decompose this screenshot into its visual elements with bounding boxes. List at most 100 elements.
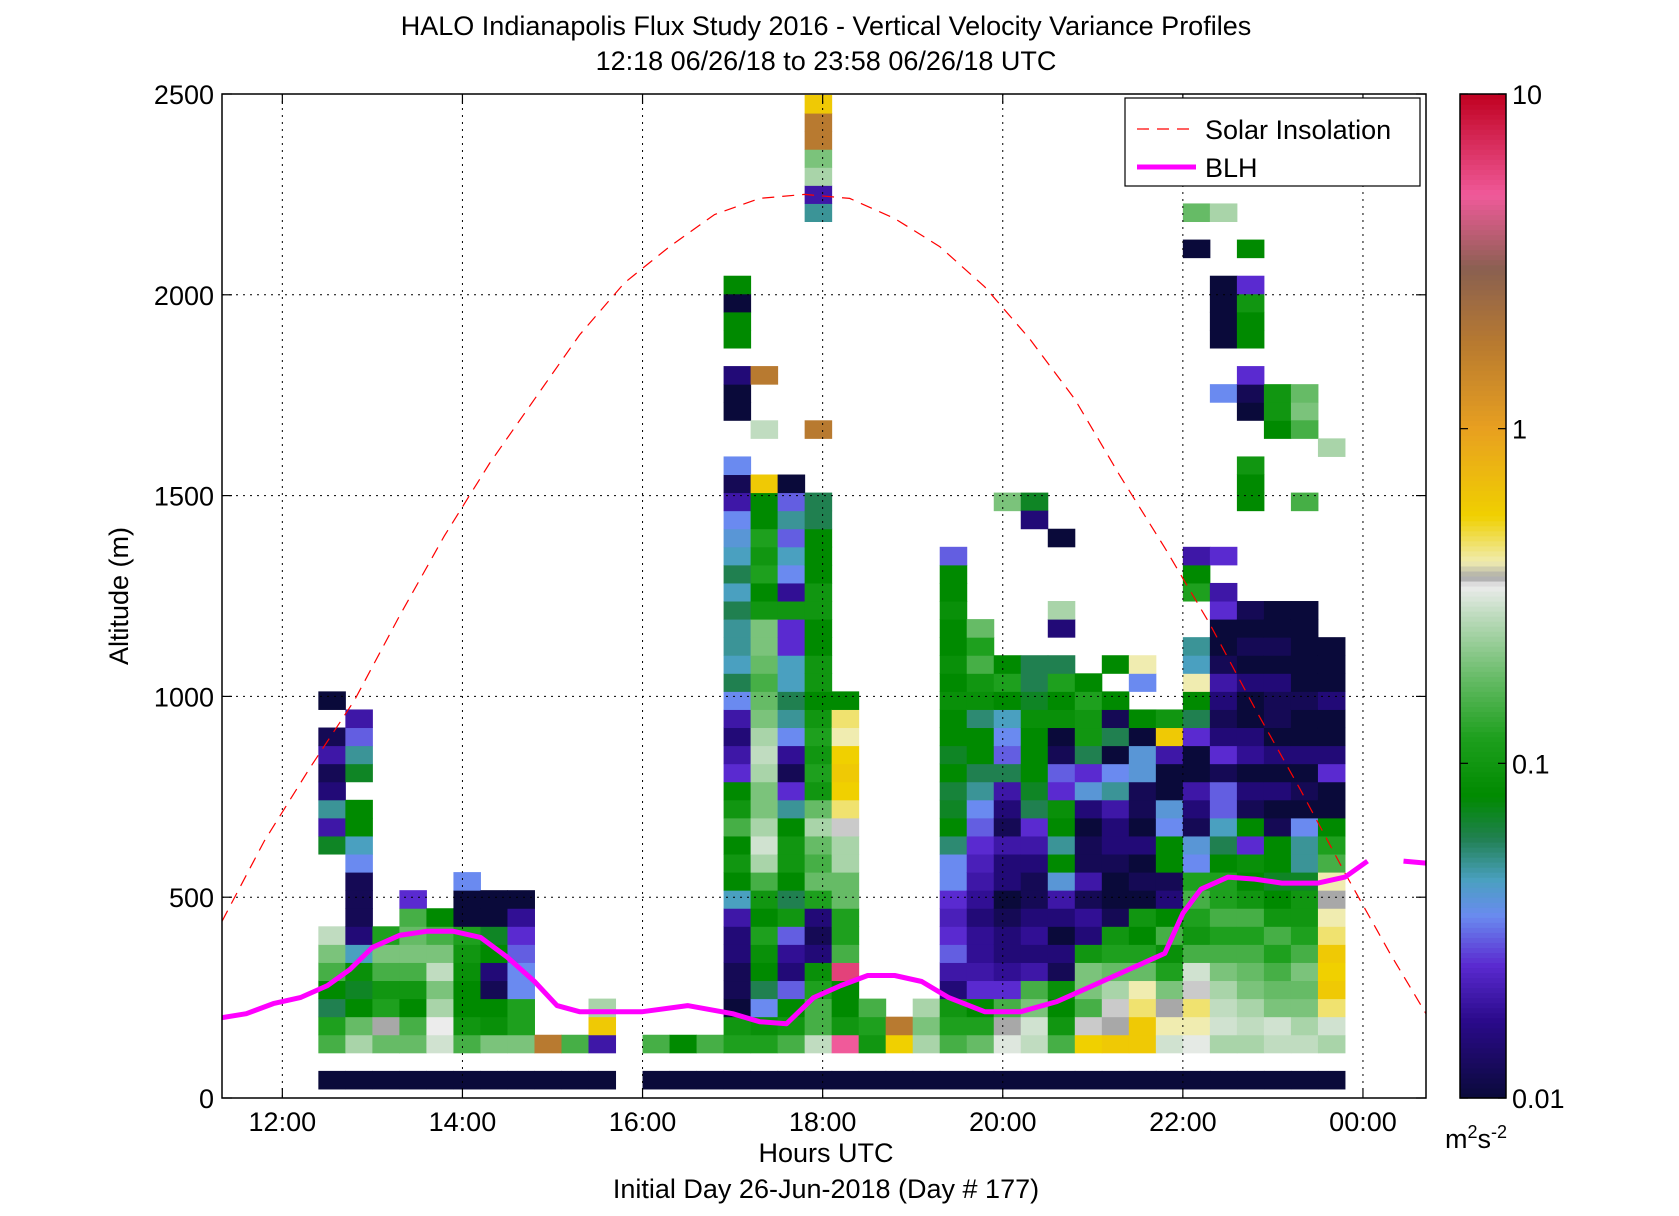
heatmap-cell: [777, 619, 806, 638]
heatmap-cell: [1209, 835, 1238, 855]
heatmap-cell: [750, 691, 779, 710]
heatmap-cell: [1128, 745, 1157, 765]
colorbar-swatch: [1460, 420, 1506, 426]
heatmap-cell: [1236, 402, 1265, 421]
heatmap-cell: [1290, 384, 1319, 403]
heatmap-cell: [1020, 1034, 1049, 1054]
heatmap-cell: [723, 1070, 752, 1090]
heatmap-cell: [1209, 817, 1238, 837]
heatmap-cell: [1047, 619, 1076, 638]
heatmap-cell: [399, 1034, 427, 1054]
heatmap-cell: [1128, 799, 1157, 819]
heatmap-cell: [696, 1070, 725, 1090]
heatmap-cell: [1290, 727, 1319, 747]
colorbar-swatch: [1460, 676, 1506, 682]
heatmap-cell: [939, 944, 968, 963]
heatmap-cell: [345, 817, 373, 837]
heatmap-cell: [1155, 1016, 1184, 1036]
heatmap-cell: [1182, 655, 1211, 674]
heatmap-cell: [1263, 673, 1292, 692]
heatmap-cell: [993, 709, 1022, 729]
heatmap-cell: [993, 998, 1022, 1018]
colorbar-swatch: [1460, 596, 1506, 602]
heatmap-cell: [1155, 745, 1184, 765]
heatmap-cell: [534, 1070, 562, 1090]
heatmap-cell: [696, 1034, 725, 1054]
heatmap-cell: [345, 763, 373, 783]
legend-solar-label: Solar Insolation: [1205, 115, 1391, 145]
colorbar-swatch: [1460, 967, 1506, 974]
heatmap-cell: [345, 1016, 373, 1036]
heatmap-cell: [723, 402, 752, 421]
heatmap-cell: [345, 727, 373, 747]
heatmap-cell: [1101, 781, 1130, 801]
heatmap-cell: [1317, 908, 1346, 927]
heatmap-cell: [966, 799, 995, 819]
heatmap-cell: [750, 781, 779, 801]
heatmap-cell: [1263, 926, 1292, 945]
colorbar-swatch: [1460, 214, 1506, 221]
colorbar-swatch: [1460, 992, 1506, 999]
colorbar-swatch: [1460, 631, 1506, 637]
colorbar-swatch: [1460, 274, 1506, 281]
heatmap-cell: [345, 998, 373, 1018]
heatmap-cell: [1209, 311, 1238, 331]
heatmap-cell: [1263, 619, 1292, 638]
heatmap-cell: [831, 872, 860, 891]
heatmap-cell: [1047, 944, 1076, 963]
heatmap-cell: [723, 329, 752, 349]
heatmap-cell: [1101, 890, 1130, 909]
colorbar-swatch: [1460, 249, 1506, 256]
heatmap-cell: [723, 582, 752, 602]
heatmap-cell: [1128, 998, 1157, 1018]
heatmap-cell: [804, 890, 833, 909]
heatmap-cell: [507, 1070, 535, 1090]
colorbar-swatch: [1460, 480, 1506, 487]
heatmap-cell: [1182, 763, 1211, 783]
heatmap-cell: [1182, 799, 1211, 819]
heatmap-cell: [1074, 745, 1103, 765]
heatmap-cell: [1182, 926, 1211, 945]
heatmap-cell: [399, 998, 427, 1018]
heatmap-cell: [1236, 637, 1265, 656]
heatmap-cell: [318, 781, 346, 801]
heatmap-cell: [723, 637, 752, 656]
heatmap-cell: [939, 908, 968, 927]
heatmap-cell: [777, 890, 806, 909]
legend-box: [1124, 97, 1421, 187]
heatmap-cell: [480, 944, 508, 963]
heatmap-cell: [1236, 1070, 1265, 1090]
colorbar-swatch: [1460, 1042, 1506, 1049]
heatmap-cell: [777, 546, 806, 566]
heatmap-cell: [750, 998, 779, 1018]
heatmap-cell: [318, 745, 346, 765]
heatmap-cell: [480, 908, 508, 927]
colorbar-swatch: [1460, 751, 1506, 758]
heatmap-cell: [723, 311, 752, 331]
chart-title: HALO Indianapolis Flux Study 2016 - Vert…: [401, 11, 1251, 41]
plot-frame: [221, 93, 1427, 1099]
heatmap-cell: [1263, 1034, 1292, 1054]
colorbar-swatch: [1460, 862, 1506, 868]
heatmap-cell: [750, 908, 779, 927]
heatmap-cell: [1263, 944, 1292, 963]
colorbar-swatch: [1460, 606, 1506, 612]
heatmap-cell: [1236, 962, 1265, 982]
heatmap-cell: [1290, 908, 1319, 927]
colorbar-swatch: [1460, 877, 1506, 883]
heatmap-cell: [1209, 908, 1238, 927]
heatmap-cell: [1236, 908, 1265, 927]
colorbar-swatch: [1460, 977, 1506, 984]
heatmap-cell: [804, 619, 833, 638]
heatmap-cell: [1155, 781, 1184, 801]
heatmap-cell: [939, 727, 968, 747]
heatmap-cell: [804, 420, 833, 439]
heatmap-cell: [1209, 799, 1238, 819]
heatmap-cell: [939, 564, 968, 584]
heatmap-cell: [1074, 709, 1103, 729]
heatmap-cell: [750, 709, 779, 729]
heatmap-cell: [318, 817, 346, 837]
heatmap-cell: [939, 1070, 968, 1090]
heatmap-cell: [1047, 781, 1076, 801]
heatmap-cell: [939, 691, 968, 710]
